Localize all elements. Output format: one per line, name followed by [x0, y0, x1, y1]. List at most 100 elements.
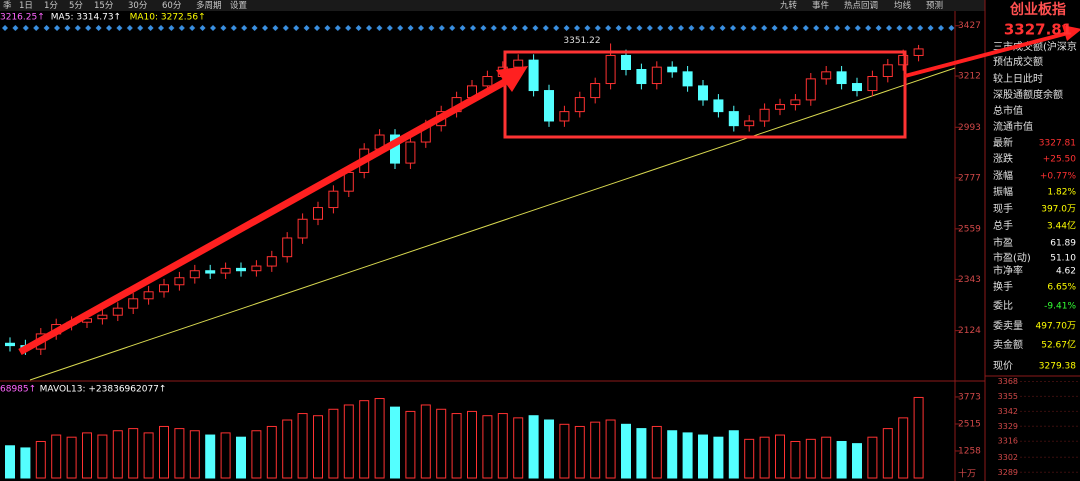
candle-body	[913, 48, 924, 56]
volume-bar	[82, 432, 92, 479]
candle-body	[574, 97, 585, 113]
volume-bar	[805, 438, 816, 479]
candle-body	[744, 120, 755, 127]
toolbar-bg	[0, 0, 985, 11]
y-tick-label: 2124	[958, 326, 981, 336]
arrow-head	[1062, 25, 1080, 41]
y-tick-label: 2777	[958, 173, 981, 183]
candle-body	[790, 99, 801, 106]
candle-body	[251, 265, 262, 272]
volume-bar	[236, 436, 246, 479]
candle-body	[605, 54, 616, 85]
quote-label: 预估成交额	[993, 55, 1043, 68]
y-tick-label: 3773	[958, 392, 981, 402]
highlight-box	[503, 50, 907, 139]
quote-value: 3279.38	[1039, 362, 1076, 372]
volume-bar	[482, 415, 493, 479]
toolbar-button[interactable]: 事件	[812, 0, 830, 11]
annotation: 3351.22	[563, 36, 600, 46]
arrow	[18, 76, 510, 356]
volume-bar	[852, 443, 862, 479]
candle-body	[5, 342, 15, 347]
candle-body	[513, 59, 524, 68]
quote-label: 市盈(动)	[993, 251, 1031, 264]
candle-body	[328, 190, 339, 209]
y-tick-label: 3329	[998, 422, 1018, 431]
volume-bar	[159, 425, 169, 479]
toolbar-button[interactable]: 5分	[69, 1, 83, 11]
toolbar-button[interactable]: 1日	[19, 1, 33, 11]
volume-bar	[574, 425, 585, 479]
volume-bar	[390, 406, 400, 479]
toolbar-button[interactable]: 设置	[230, 0, 248, 11]
y-tick-label: 2993	[958, 123, 981, 133]
candle-body	[836, 71, 847, 85]
y-tick-label: 3427	[958, 21, 981, 31]
quote-label: 总手	[993, 219, 1013, 232]
quote-label: 委比	[993, 299, 1013, 312]
volume-bar	[5, 445, 15, 479]
volume-bar	[374, 398, 385, 479]
volume-bar	[282, 419, 293, 479]
volume-bar	[174, 428, 185, 479]
quote-label: 市盈	[993, 236, 1013, 249]
toolbar-button[interactable]: 1分	[44, 1, 58, 11]
legend-entry: MAVOL13: +23836962077↑	[40, 385, 167, 395]
volume-bar	[821, 436, 832, 479]
candle-body	[728, 111, 739, 127]
toolbar-button[interactable]: 15分	[94, 1, 114, 11]
candle-body	[713, 99, 724, 113]
volume-bar	[343, 404, 354, 479]
volume-bar	[436, 408, 447, 479]
volume-bar	[220, 432, 231, 479]
candle-body	[282, 237, 293, 258]
quote-label: 市净率	[993, 264, 1023, 277]
toolbar-button[interactable]: 多周期	[196, 0, 222, 11]
y-tick-label: 3316	[998, 437, 1018, 446]
candle-body	[882, 64, 893, 78]
candle-body	[405, 141, 416, 164]
candle-body	[759, 108, 770, 122]
quote-value: 4.62	[1056, 267, 1076, 277]
volume-bar	[544, 419, 554, 479]
candle-body	[112, 307, 123, 316]
candle-body	[559, 111, 570, 122]
toolbar-button[interactable]: 60分	[162, 1, 182, 11]
y-tick-label: 2559	[958, 224, 981, 234]
volume-bar	[882, 428, 893, 479]
quote-value: 52.67亿	[1041, 339, 1076, 351]
candle-body	[482, 76, 493, 87]
candle-body	[174, 277, 185, 286]
quote-label: 现价	[993, 360, 1013, 372]
candle-body	[898, 54, 909, 66]
volume-bar	[513, 417, 524, 479]
quote-label: 换手	[993, 280, 1013, 293]
quote-label: 总市值	[993, 104, 1023, 117]
quote-value: +25.50	[1043, 155, 1077, 165]
quote-value: 497.70万	[1036, 322, 1077, 332]
quote-value: +0.77%	[1040, 172, 1077, 182]
quote-label: 流通市值	[993, 120, 1033, 133]
legend-entry: 68985↑	[0, 385, 36, 395]
arrow	[904, 31, 1069, 78]
toolbar-button[interactable]: 30分	[128, 1, 148, 11]
quote-value: 3.44亿	[1047, 220, 1076, 232]
toolbar-button[interactable]: 季	[3, 0, 12, 11]
volume-bar	[636, 428, 647, 479]
candle-body	[590, 83, 601, 99]
candle-body	[698, 85, 708, 101]
candle-body	[143, 291, 154, 300]
volume-bar	[143, 432, 154, 479]
toolbar-button[interactable]: 预测	[926, 0, 943, 11]
toolbar-button[interactable]: 均线	[894, 0, 912, 11]
volume-bar	[528, 415, 539, 479]
y-tick-label: 2343	[958, 275, 981, 285]
volume-bar	[667, 430, 678, 479]
quote-value: 1.82%	[1047, 188, 1076, 198]
quote-label: 涨幅	[993, 169, 1013, 182]
toolbar-button[interactable]: 九转	[780, 0, 798, 11]
volume-bar	[759, 436, 770, 479]
candle-body	[667, 66, 678, 73]
toolbar-button[interactable]: 热点回调	[844, 0, 878, 11]
trend-line	[29, 67, 956, 381]
